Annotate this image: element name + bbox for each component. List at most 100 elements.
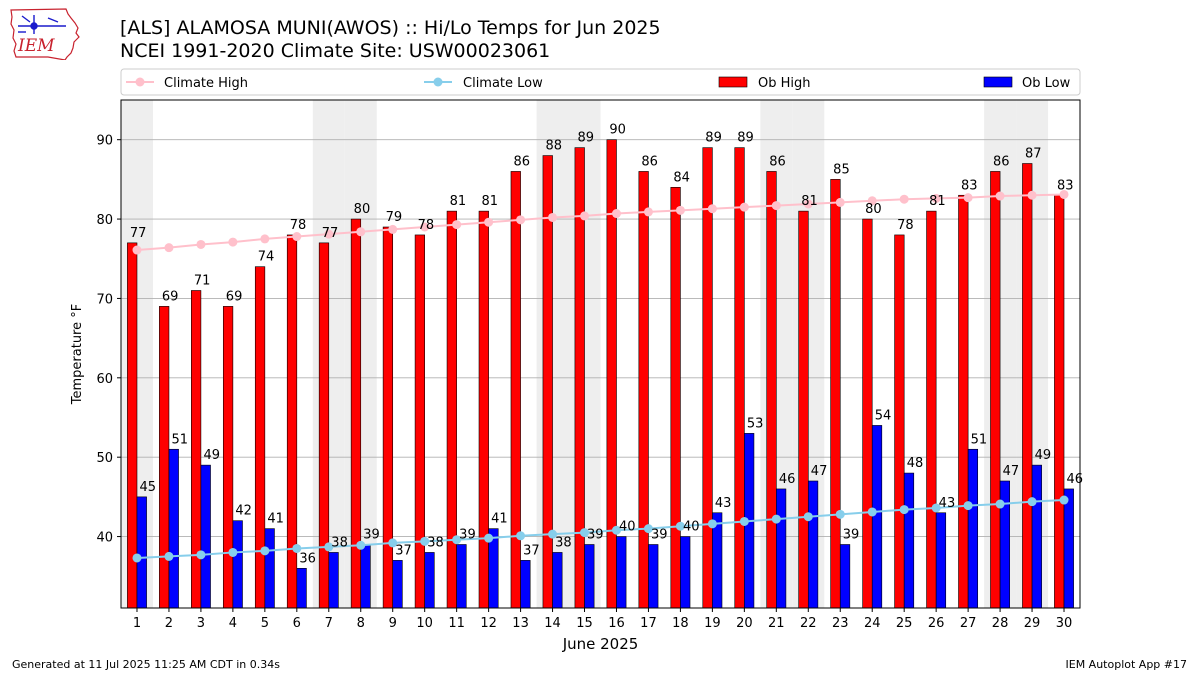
ob-high-bar-day-30 — [1054, 194, 1065, 609]
climate-low-point-day-17 — [643, 524, 653, 534]
climate-low-point-day-5 — [260, 546, 270, 556]
ob-high-bar-day-17 — [638, 171, 649, 609]
climate-high-point-day-29 — [1027, 190, 1037, 200]
legend-ob-high-swatch — [718, 76, 748, 88]
climate-low-point-day-18 — [675, 521, 685, 531]
ob-low-label-day-2: 51 — [171, 432, 188, 447]
ob-high-bar-day-4 — [222, 306, 234, 609]
ob-high-bar-day-7 — [318, 242, 330, 609]
x-tick-label-23: 23 — [832, 616, 849, 631]
y-tick-label-40: 40 — [96, 531, 113, 546]
climate-high-point-day-19 — [707, 204, 717, 214]
ob-high-bar-day-11 — [446, 210, 457, 609]
climate-low-point-day-3 — [196, 550, 206, 560]
ob-low-label-day-3: 49 — [203, 448, 220, 463]
ob-low-label-day-22: 47 — [811, 464, 828, 479]
ob-low-bar-day-17 — [648, 544, 659, 609]
ob-low-label-day-7: 38 — [331, 535, 348, 550]
logo-text: IEM — [17, 36, 55, 56]
climate-high-point-day-22 — [803, 199, 813, 209]
ob-low-label-day-20: 53 — [747, 416, 764, 431]
ob-low-label-day-27: 51 — [971, 432, 988, 447]
x-tick-label-10: 10 — [416, 616, 433, 631]
climate-high-point-day-27 — [963, 193, 973, 203]
ob-low-label-day-11: 39 — [459, 528, 476, 543]
climate-low-point-day-27 — [963, 501, 973, 511]
x-tick-label-18: 18 — [672, 616, 689, 631]
legend-climate-low-label: Climate Low — [463, 76, 543, 91]
ob-low-label-day-19: 43 — [715, 496, 732, 511]
ob-high-label-day-22: 81 — [801, 194, 818, 209]
x-tick-label-17: 17 — [640, 616, 657, 631]
ob-low-bar-day-3 — [200, 464, 211, 609]
climate-low-point-day-2 — [164, 551, 174, 561]
ob-high-label-day-5: 74 — [258, 250, 275, 265]
iem-logo: IEM — [10, 8, 80, 60]
x-tick-label-25: 25 — [896, 616, 913, 631]
ob-high-bar-day-1 — [127, 242, 138, 609]
x-tick-label-22: 22 — [800, 616, 817, 631]
x-tick-label-16: 16 — [608, 616, 625, 631]
climate-low-point-day-15 — [580, 528, 590, 538]
legend-climate-high-label: Climate High — [164, 76, 248, 91]
climate-high-point-day-17 — [643, 207, 653, 217]
x-tick-label-30: 30 — [1056, 616, 1073, 631]
ob-low-bar-day-25 — [903, 472, 915, 609]
climate-low-point-day-4 — [228, 547, 238, 557]
ob-high-label-day-23: 85 — [833, 162, 850, 177]
ob-low-bar-day-15 — [584, 544, 595, 609]
ob-high-label-day-11: 81 — [450, 194, 467, 209]
legend-ob-high-label: Ob High — [758, 76, 811, 91]
climate-low-point-day-10 — [420, 536, 430, 546]
ob-high-label-day-14: 88 — [545, 139, 562, 154]
ob-low-bar-day-16 — [616, 536, 627, 609]
ob-low-bar-day-24 — [871, 425, 883, 609]
x-tick-label-8: 8 — [357, 616, 365, 631]
climate-low-point-day-22 — [803, 512, 813, 522]
ob-high-bar-day-2 — [159, 306, 170, 609]
ob-low-bar-day-2 — [168, 448, 179, 609]
climate-high-point-day-1 — [132, 245, 142, 255]
legend-climate-low-marker — [433, 77, 443, 87]
climate-high-point-day-8 — [356, 227, 366, 237]
climate-high-point-day-3 — [196, 239, 206, 249]
y-tick-label-80: 80 — [96, 213, 113, 228]
climate-high-point-day-9 — [388, 224, 398, 234]
legend-ob-low-label: Ob Low — [1022, 76, 1071, 91]
x-tick-label-1: 1 — [133, 616, 141, 631]
ob-high-bar-day-28 — [990, 171, 1001, 609]
x-tick-label-6: 6 — [293, 616, 301, 631]
ob-low-label-day-12: 41 — [491, 512, 508, 527]
iowa-outline-icon — [10, 8, 80, 60]
climate-high-point-day-7 — [324, 229, 334, 239]
ob-high-bar-day-26 — [926, 210, 937, 609]
ob-high-label-day-10: 78 — [418, 218, 435, 233]
x-tick-label-21: 21 — [768, 616, 785, 631]
ob-low-label-day-16: 40 — [619, 520, 636, 535]
climate-low-point-day-16 — [611, 525, 621, 535]
x-tick-label-26: 26 — [928, 616, 945, 631]
climate-high-point-day-24 — [867, 196, 877, 206]
ob-high-bar-day-14 — [542, 155, 553, 609]
climate-high-point-day-10 — [420, 222, 430, 232]
climate-high-point-day-13 — [516, 215, 526, 225]
chart-title: [ALS] ALAMOSA MUNI(AWOS) :: Hi/Lo Temps … — [120, 17, 661, 39]
ob-high-bar-day-27 — [958, 194, 969, 609]
climate-high-point-day-14 — [548, 212, 558, 222]
ob-high-bar-day-21 — [766, 171, 777, 609]
ob-high-label-day-24: 80 — [865, 202, 882, 217]
ob-low-bar-day-1 — [136, 496, 147, 609]
ob-high-bar-day-20 — [734, 147, 745, 609]
ob-high-label-day-27: 83 — [961, 178, 978, 193]
climate-low-point-day-11 — [452, 535, 462, 545]
ob-high-bar-day-9 — [382, 226, 394, 609]
climate-high-point-day-25 — [899, 194, 909, 204]
ob-high-label-day-26: 81 — [929, 194, 946, 209]
ob-high-bar-day-25 — [894, 234, 905, 609]
climate-high-point-day-2 — [164, 243, 174, 253]
y-axis-label: Temperature °F — [70, 304, 85, 405]
ob-high-label-day-13: 86 — [514, 154, 531, 169]
y-tick-label-60: 60 — [96, 372, 113, 387]
ob-high-label-day-16: 90 — [609, 123, 626, 138]
